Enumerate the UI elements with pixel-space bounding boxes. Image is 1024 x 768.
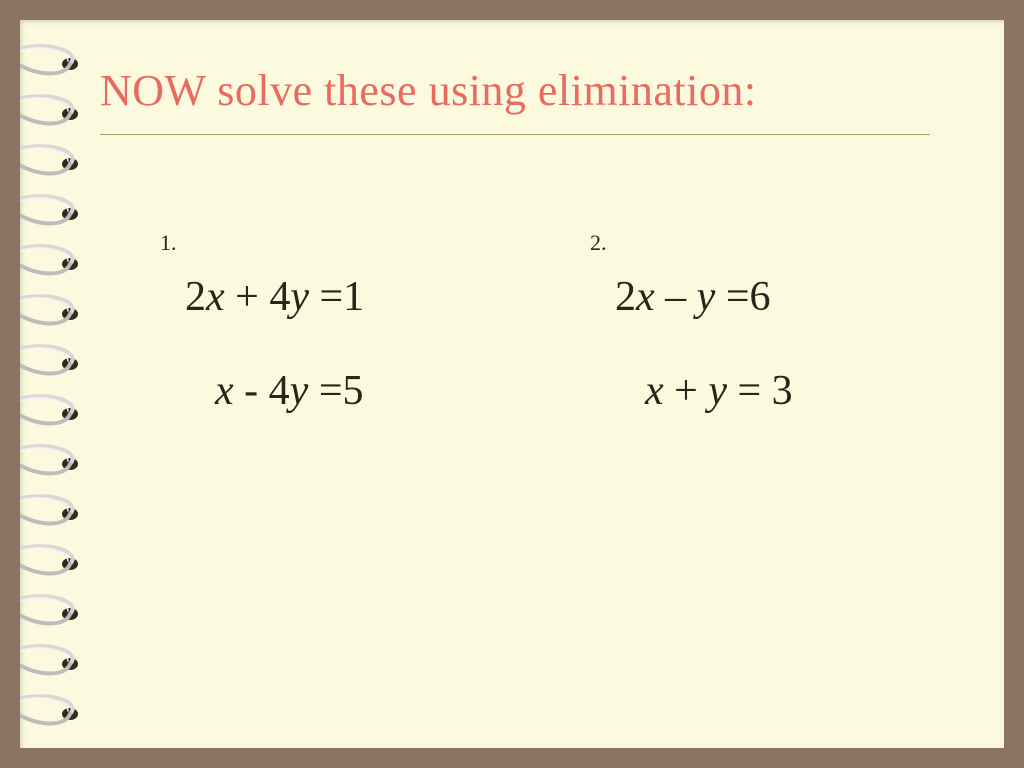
var: x <box>636 274 655 320</box>
problems-row: 1. 2x + 4y =1 x - 4y =5 2. 2x – y =6 x +… <box>100 230 960 414</box>
rhs: = 3 <box>727 368 793 414</box>
var: y <box>290 274 309 320</box>
coef: 4 <box>269 274 290 320</box>
var: x <box>645 368 664 414</box>
equation-1a: 2x + 4y =1 <box>185 274 530 320</box>
problem-2: 2. 2x – y =6 x + y = 3 <box>530 230 960 414</box>
title-underline <box>100 134 930 135</box>
slide-content: NOW solve these using elimination: 1. 2x… <box>100 65 960 414</box>
var: y <box>708 368 727 414</box>
rhs: =6 <box>715 274 770 320</box>
equation-2a: 2x – y =6 <box>615 274 960 320</box>
problem-number: 1. <box>160 230 530 256</box>
slide-title: NOW solve these using elimination: <box>100 65 960 116</box>
var: x <box>206 274 225 320</box>
coef: 2 <box>185 274 206 320</box>
coef: 4 <box>269 368 290 414</box>
rhs: =5 <box>308 368 363 414</box>
op: – <box>655 274 697 320</box>
problem-number: 2. <box>590 230 960 256</box>
var: x <box>215 368 234 414</box>
op: + <box>664 368 709 414</box>
var: y <box>697 274 716 320</box>
problem-1: 1. 2x + 4y =1 x - 4y =5 <box>100 230 530 414</box>
equation-1b: x - 4y =5 <box>215 368 530 414</box>
op: - <box>234 368 269 414</box>
equation-2b: x + y = 3 <box>645 368 960 414</box>
op: + <box>225 274 270 320</box>
coef: 2 <box>615 274 636 320</box>
rhs: =1 <box>309 274 364 320</box>
var: y <box>290 368 309 414</box>
